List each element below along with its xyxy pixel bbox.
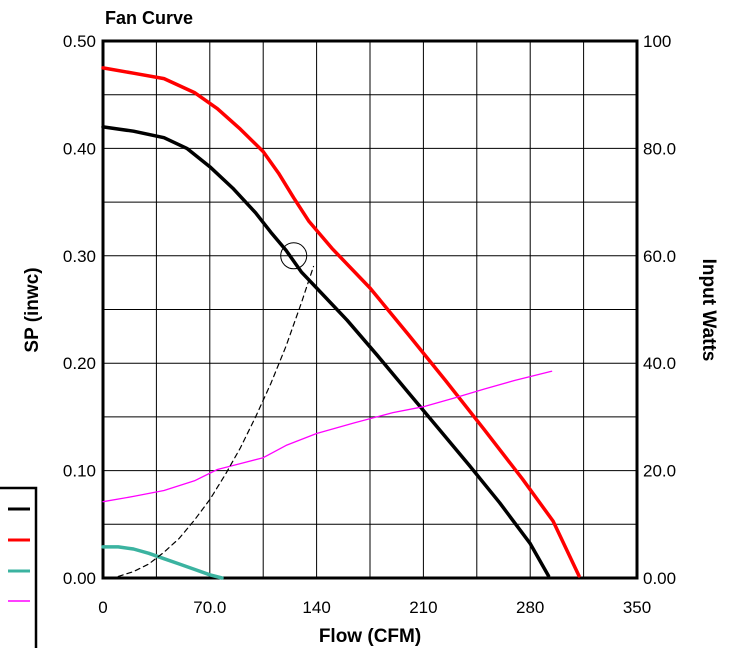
y2-tick-label: 40.0 <box>643 354 676 373</box>
series-line-1 <box>101 66 581 578</box>
y-tick-label: 0.30 <box>63 247 96 266</box>
y2-tick-label: 60.0 <box>643 247 676 266</box>
x-tick-label: 0 <box>98 598 107 617</box>
legend-box <box>0 486 38 653</box>
marker-layer <box>280 242 308 270</box>
operating-point-marker <box>280 242 308 270</box>
y2-axis-title: Input Watts <box>698 259 719 362</box>
y2-tick-label: 0.00 <box>643 569 676 588</box>
x-tick-label: 210 <box>409 598 437 617</box>
x-tick-label: 350 <box>623 598 651 617</box>
series-line-3 <box>102 370 553 503</box>
y-tick-label: 0.20 <box>63 354 96 373</box>
y2-tick-label: 100 <box>643 32 671 51</box>
x-tick-label: 70.0 <box>193 598 226 617</box>
tick-layer: 0 70.0 140 210 280 350 0.00 0.10 0.20 0.30 0.40 0.5… <box>63 32 676 617</box>
series-line-0 <box>101 125 551 578</box>
y-axis-title: SP (inwc) <box>22 267 43 352</box>
chart-title: Fan Curve <box>105 8 193 28</box>
y-tick-label: 0.50 <box>63 32 96 51</box>
y-tick-label: 0.00 <box>63 569 96 588</box>
plot-frame <box>101 39 639 580</box>
legend-fragment <box>0 486 38 653</box>
y2-tick-label: 80.0 <box>643 139 676 158</box>
series-line-4 <box>117 265 315 578</box>
x-tick-label: 140 <box>302 598 330 617</box>
x-axis-title: Flow (CFM) <box>319 626 421 647</box>
series-line-2 <box>101 545 224 580</box>
y2-tick-label: 20.0 <box>643 462 676 481</box>
y-tick-label: 0.10 <box>63 462 96 481</box>
series-layer <box>101 66 581 580</box>
x-tick-label: 280 <box>516 598 544 617</box>
y-tick-label: 0.40 <box>63 139 96 158</box>
